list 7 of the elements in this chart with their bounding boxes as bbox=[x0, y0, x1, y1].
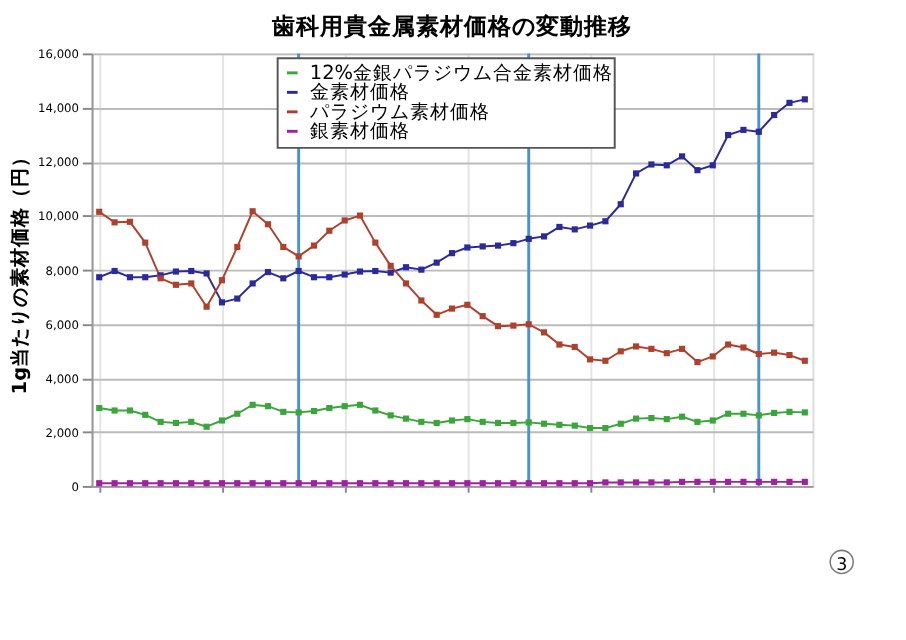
legend-label: 金素材価格 bbox=[309, 80, 410, 105]
legend-label: 12%金銀パラジウム合金素材価格 bbox=[309, 60, 614, 85]
legend-label: 銀素材価格 bbox=[309, 119, 410, 144]
chart-title: 歯科用貴金属素材価格の変動推移 bbox=[270, 11, 633, 40]
text: 3 bbox=[836, 555, 848, 576]
legend-label: パラジウム素材価格 bbox=[307, 99, 490, 124]
y-axis-title: 1g当たりの素材価格（円） bbox=[8, 146, 33, 395]
